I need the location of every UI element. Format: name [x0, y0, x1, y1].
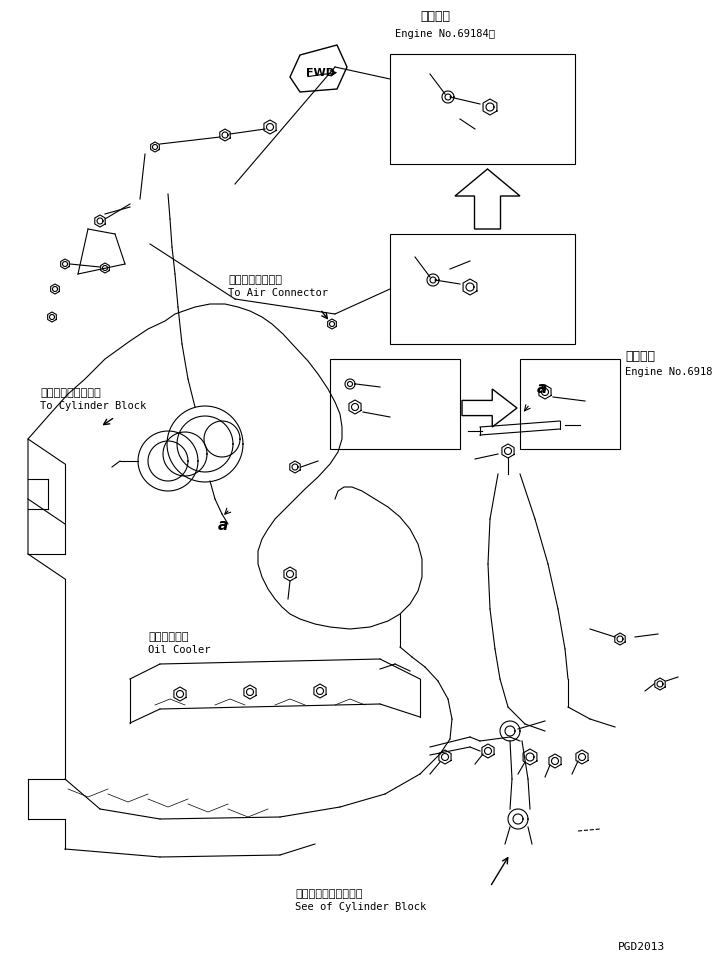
Text: FWD: FWD [306, 68, 335, 78]
Text: シリンダブロック参照: シリンダブロック参照 [295, 888, 362, 899]
Polygon shape [455, 170, 520, 230]
Text: オイルクーラ: オイルクーラ [148, 631, 189, 641]
Text: Oil Cooler: Oil Cooler [148, 644, 211, 654]
Bar [520, 359, 620, 450]
Text: シリンダブロックヘ: シリンダブロックヘ [40, 387, 101, 398]
Text: Engine No.69184～: Engine No.69184～ [395, 29, 495, 39]
Bar [390, 234, 575, 345]
Text: To Air Connector: To Air Connector [228, 287, 328, 298]
Text: Engine No.69184～: Engine No.69184～ [625, 366, 712, 377]
Text: a: a [218, 517, 229, 532]
Text: 適用号機: 適用号機 [420, 10, 450, 23]
Text: a: a [537, 381, 548, 396]
Text: 適用号機: 適用号機 [625, 350, 655, 362]
Bar [330, 359, 460, 450]
Text: PGD2013: PGD2013 [618, 941, 665, 951]
Text: See of Cylinder Block: See of Cylinder Block [295, 901, 426, 911]
Polygon shape [462, 389, 517, 428]
Text: To Cylinder Block: To Cylinder Block [40, 401, 146, 410]
Text: エアーコネクタヘ: エアーコネクタヘ [228, 275, 282, 284]
Bar [390, 55, 575, 165]
